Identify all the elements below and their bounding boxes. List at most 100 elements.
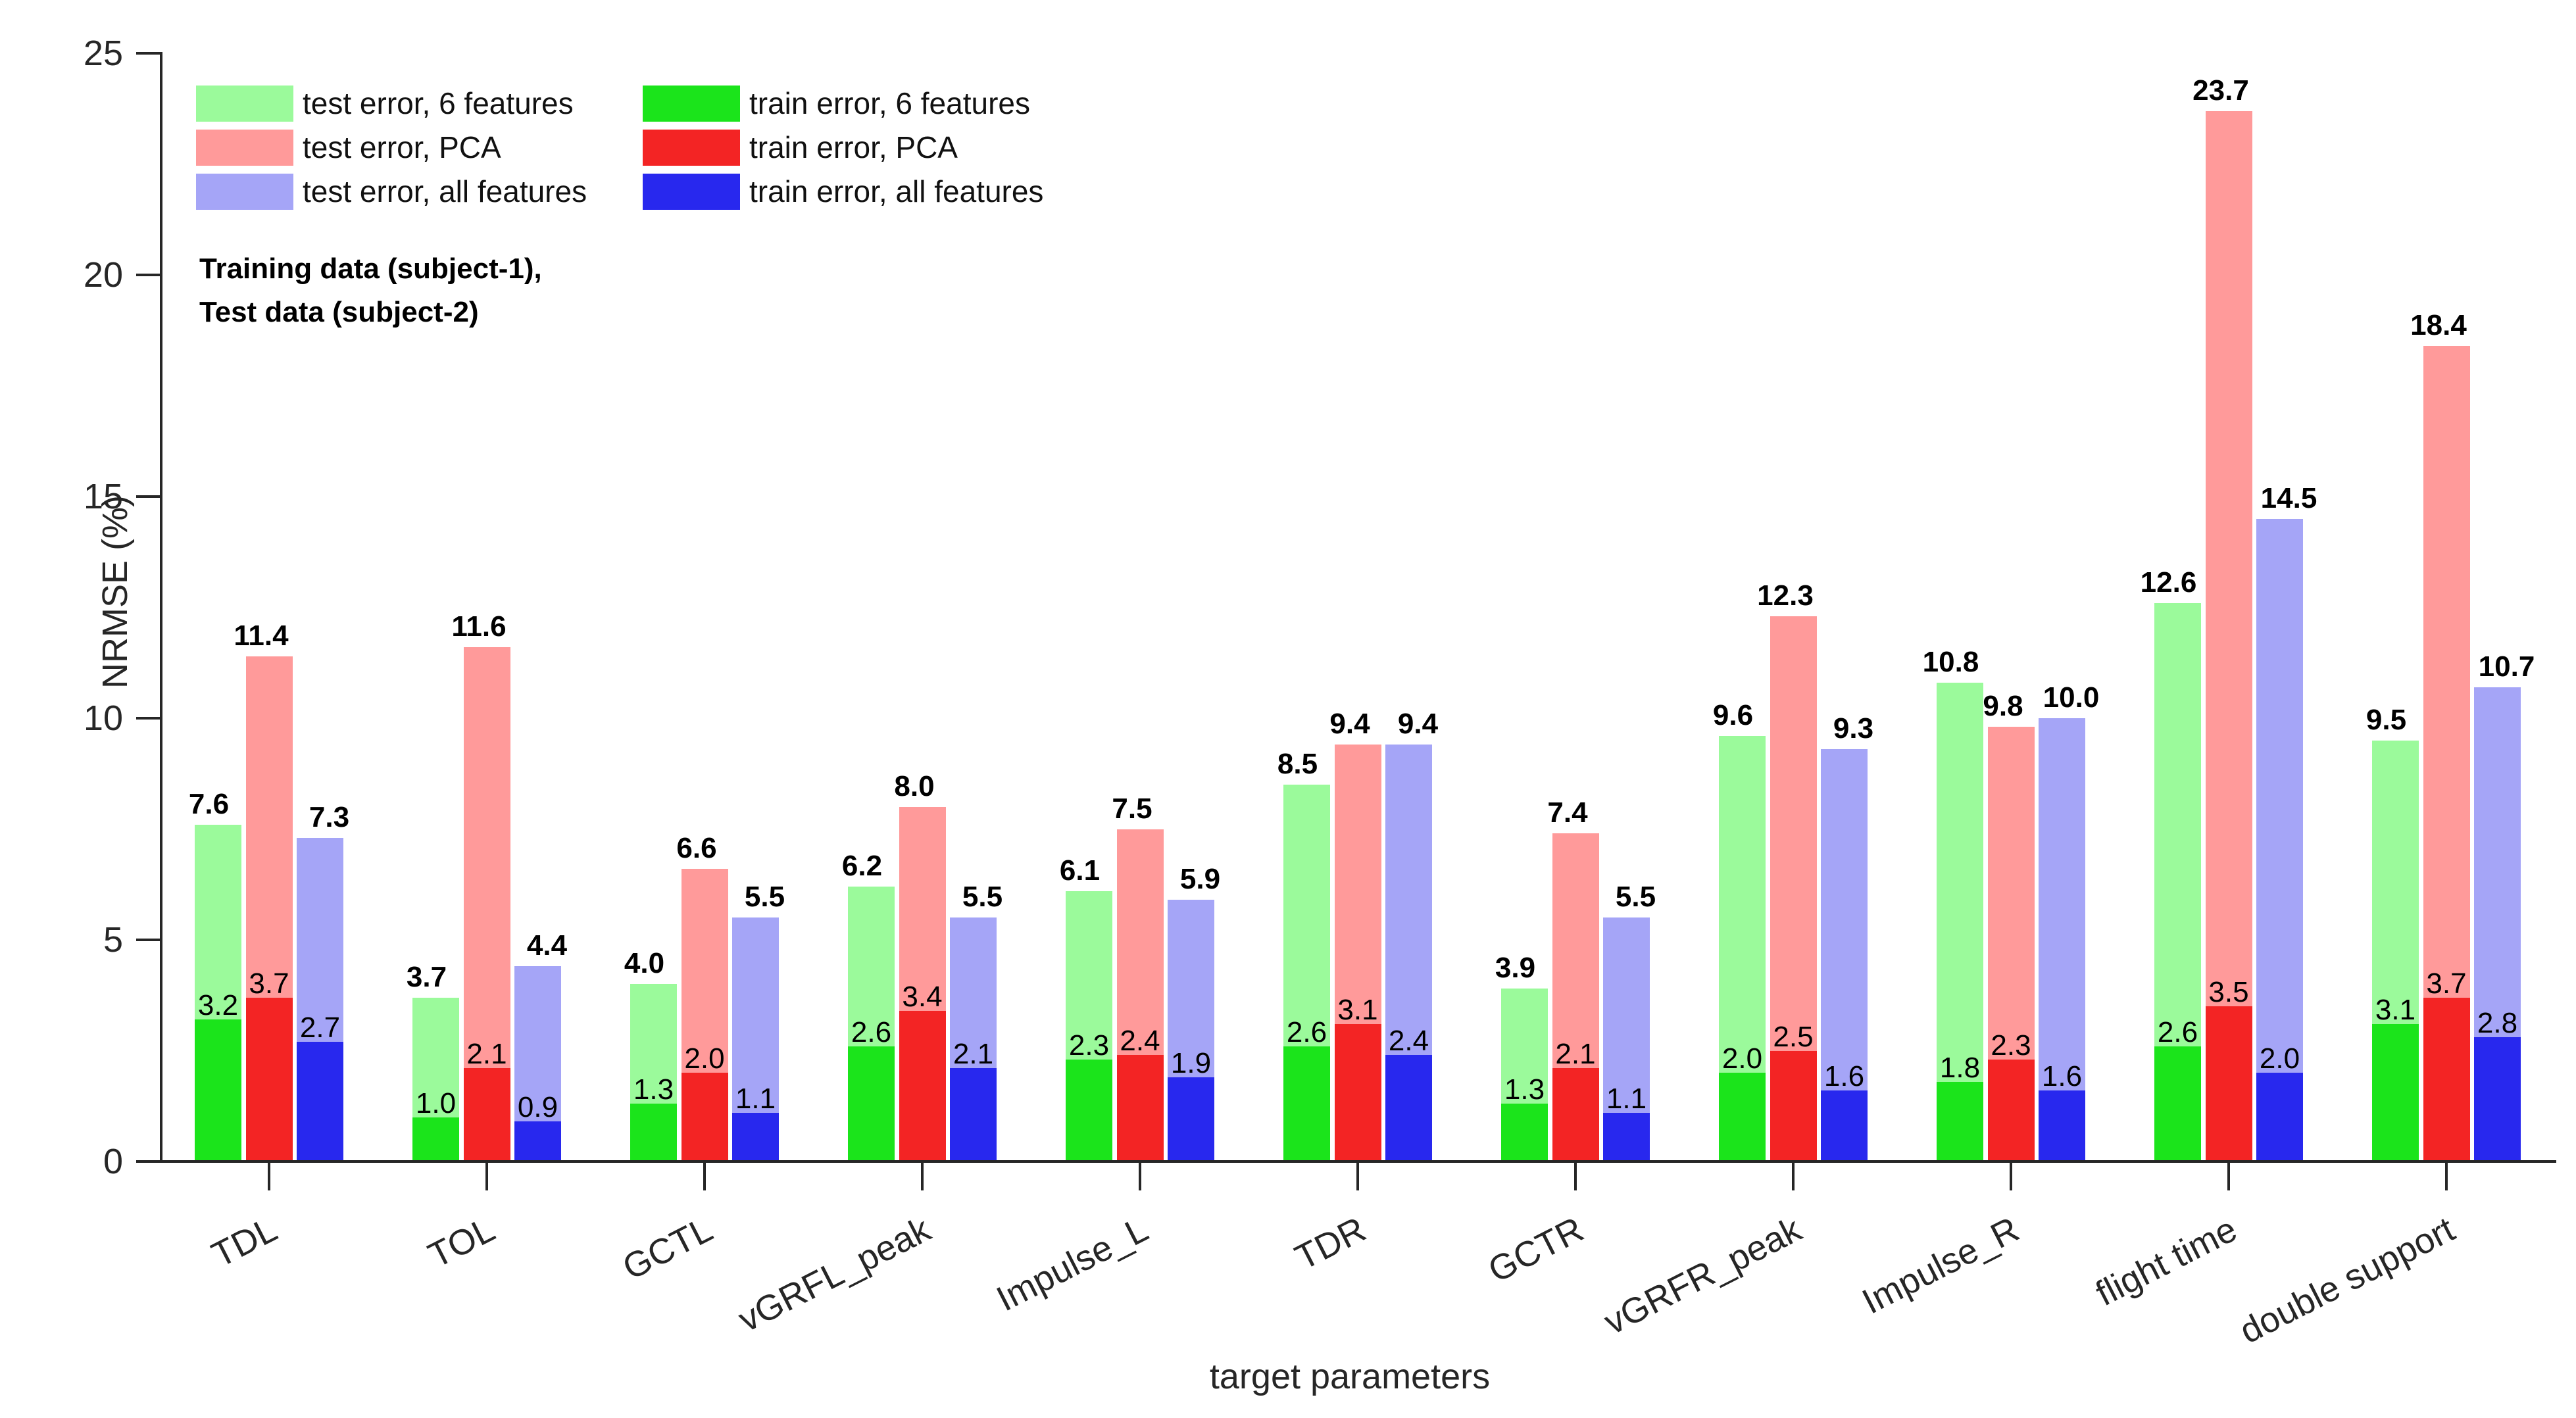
train-value-label: 3.5 [2208, 976, 2249, 1009]
test-value-label: 18.4 [2410, 308, 2467, 341]
test-value-label: 7.3 [309, 800, 350, 833]
test-value-label: 3.7 [406, 960, 447, 993]
test-value-label: 12.3 [1757, 579, 1814, 612]
test-value-label: 9.6 [1712, 698, 1754, 731]
y-axis-title: NRMSE (%) [95, 495, 135, 689]
test-value-label: 4.4 [526, 929, 568, 962]
x-tick-mark [485, 1163, 488, 1190]
train-value-label: 2.7 [299, 1012, 341, 1044]
y-tick-mark [136, 717, 161, 720]
x-tick-mark [1574, 1163, 1577, 1190]
test-value-label: 5.5 [962, 881, 1003, 914]
train-value-label: 3.4 [902, 980, 943, 1013]
train-value-label: 1.3 [633, 1073, 674, 1106]
train-value-label: 1.6 [1823, 1060, 1865, 1093]
x-tick-mark [2227, 1163, 2230, 1190]
test-value-label: 23.7 [2192, 74, 2249, 107]
x-tick-mark [1139, 1163, 1141, 1190]
train-value-label: 2.5 [1773, 1020, 1814, 1053]
train-bar [1719, 1073, 1766, 1161]
x-tick-label: double support [2233, 1209, 2461, 1352]
train-bar [2256, 1073, 2303, 1161]
train-value-label: 1.1 [1606, 1082, 1647, 1115]
test-value-label: 9.3 [1833, 712, 1874, 745]
train-value-label: 2.6 [2157, 1015, 2198, 1048]
train-value-label: 1.6 [2041, 1060, 2083, 1093]
train-bar [1168, 1077, 1214, 1161]
train-value-label: 2.0 [2259, 1042, 2300, 1075]
train-bar [297, 1042, 343, 1161]
train-value-label: 1.8 [1939, 1051, 1981, 1084]
legend-swatch-train-all-features [643, 174, 740, 210]
test-bar [1937, 683, 1983, 1161]
test-value-label: 9.4 [1397, 708, 1439, 741]
train-value-label: 3.7 [2426, 967, 2467, 1000]
train-bar [899, 1010, 946, 1161]
train-value-label: 1.3 [1504, 1073, 1545, 1106]
x-tick-label: Impulse_R [1856, 1209, 2025, 1322]
test-value-label: 9.5 [2365, 703, 2407, 736]
test-value-label: 8.0 [894, 770, 935, 802]
x-tick-label: TOL [422, 1209, 501, 1276]
train-bar [1552, 1068, 1599, 1161]
train-value-label: 2.3 [1991, 1029, 2031, 1062]
test-value-label: 11.4 [234, 619, 289, 652]
train-value-label: 2.1 [466, 1038, 507, 1071]
x-tick-label: TDL [205, 1209, 284, 1275]
legend-label: train error, all features [749, 174, 1044, 208]
test-value-label: 9.8 [1983, 690, 2023, 723]
train-bar [1334, 1024, 1381, 1161]
train-bar [2154, 1046, 2201, 1161]
train-bar [848, 1046, 895, 1161]
y-tick-mark [136, 274, 161, 276]
train-bar [2205, 1006, 2252, 1161]
y-tick-label: 20 [83, 255, 123, 295]
test-bar [2256, 518, 2303, 1161]
train-value-label: 1.0 [415, 1087, 457, 1119]
train-value-label: 2.1 [1555, 1038, 1596, 1071]
train-bar [1821, 1090, 1868, 1161]
y-tick-label: 0 [103, 1142, 123, 1181]
train-bar [2039, 1090, 2085, 1161]
train-value-label: 3.7 [249, 967, 289, 1000]
test-bar [2039, 718, 2085, 1161]
test-value-label: 7.4 [1547, 796, 1588, 829]
train-value-label: 2.6 [1286, 1015, 1327, 1048]
legend-label: test error, PCA [303, 130, 501, 164]
train-value-label: 1.1 [735, 1082, 776, 1115]
train-bar [2372, 1024, 2419, 1161]
legend-swatch-train-6-features [643, 86, 740, 122]
train-value-label: 1.9 [1170, 1046, 1212, 1079]
train-value-label: 2.4 [1388, 1025, 1429, 1058]
x-axis-line [160, 1160, 2556, 1163]
train-value-label: 2.4 [1120, 1025, 1160, 1058]
train-bar [950, 1068, 997, 1161]
y-tick-mark [136, 495, 161, 498]
train-value-label: 2.3 [1068, 1029, 1110, 1062]
y-tick-mark [136, 1160, 161, 1163]
train-value-label: 0.9 [517, 1091, 558, 1124]
train-bar [681, 1073, 728, 1161]
x-tick-mark [2010, 1163, 2012, 1190]
train-bar [1066, 1059, 1112, 1161]
x-tick-mark [921, 1163, 924, 1190]
x-tick-label: Impulse_L [990, 1209, 1154, 1319]
test-value-label: 10.0 [2043, 681, 2100, 714]
test-value-label: 7.5 [1112, 792, 1152, 825]
y-tick-label: 25 [83, 34, 123, 73]
legend-label: train error, PCA [749, 130, 958, 164]
legend-swatch-test-6-features [196, 86, 293, 122]
train-bar [1501, 1104, 1548, 1161]
test-value-label: 12.6 [2140, 566, 2197, 599]
y-tick-mark [136, 939, 161, 941]
train-value-label: 3.2 [197, 989, 239, 1022]
legend-swatch-test-all-features [196, 174, 293, 210]
test-value-label: 5.5 [744, 881, 785, 914]
annotation-line-2: Test data (subject-2) [199, 296, 479, 328]
train-bar [2474, 1037, 2521, 1161]
legend-swatch-train-pca [643, 130, 740, 166]
train-bar [195, 1019, 241, 1161]
train-value-label: 2.0 [684, 1042, 725, 1075]
train-bar [514, 1121, 561, 1161]
